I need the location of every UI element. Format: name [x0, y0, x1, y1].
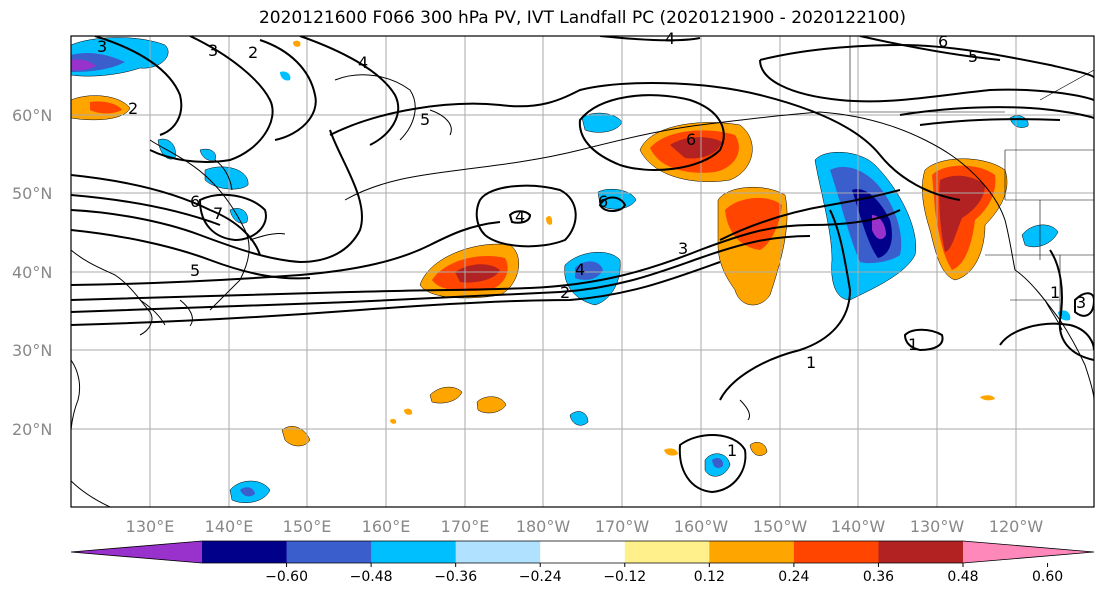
lat-label-50n: 50°N	[12, 184, 52, 203]
latitude-labels: 60°N 50°N 40°N 30°N 20°N	[12, 106, 52, 439]
graticule	[71, 36, 1094, 507]
contour-labels: 3 2 3 2 4 5 6 7 5 4 6 6 3 4 2 1 1 1 5 6 …	[97, 29, 1086, 460]
contour-label: 2	[248, 43, 258, 62]
colorbar-segment	[286, 541, 372, 563]
contour-label: 4	[358, 53, 368, 72]
contour-label: 3	[97, 37, 107, 56]
lon-label: 160°W	[674, 517, 729, 536]
contour-label: 4	[575, 260, 585, 279]
contour-label: 1	[727, 441, 737, 460]
lon-label: 130°W	[910, 517, 965, 536]
colorbar-extend-right	[963, 541, 1094, 563]
lat-label-40n: 40°N	[12, 263, 52, 282]
map-border	[70, 35, 1095, 508]
lon-label: 180°W	[516, 517, 571, 536]
colorbar-tick-label: 0.36	[863, 569, 894, 585]
lat-label-20n: 20°N	[12, 420, 52, 439]
contour-label: 2	[560, 283, 570, 302]
colorbar-tick-label: −0.24	[519, 569, 562, 585]
contour-label: 4	[665, 29, 675, 48]
contour-label: 1	[806, 353, 816, 372]
coastlines	[71, 74, 1094, 507]
shaded-anomalies	[71, 37, 1071, 503]
contour-label: 6	[190, 192, 200, 211]
lon-label: 160°E	[362, 517, 411, 536]
colorbar-outline	[70, 540, 1095, 564]
pv-contours	[71, 36, 1094, 494]
lon-label: 140°W	[831, 517, 886, 536]
lon-label: 130°E	[126, 517, 175, 536]
contour-label: 6	[598, 192, 608, 211]
colorbar-tick-label: −0.60	[265, 569, 308, 585]
contour-label: 7	[213, 204, 223, 223]
lon-label: 150°E	[283, 517, 332, 536]
lon-label: 150°W	[753, 517, 808, 536]
colorbar-segment	[878, 541, 964, 563]
contour-label: 3	[208, 41, 218, 60]
colorbar-tick-label: −0.12	[603, 569, 646, 585]
colorbar: −0.60 −0.48 −0.36 −0.24 −0.12 0.12 0.24 0.36 0.4…	[70, 540, 1095, 585]
colorbar-segment	[624, 541, 710, 563]
colorbar-segment	[202, 541, 288, 563]
colorbar-segment	[455, 541, 541, 563]
map-title: 2020121600 F066 300 hPa PV, IVT Landfall…	[258, 8, 906, 28]
colorbar-segment	[540, 541, 626, 563]
lon-label: 140°E	[205, 517, 254, 536]
colorbar-segment	[793, 541, 879, 563]
contour-label: 1	[908, 335, 918, 354]
contour-label: 5	[420, 110, 430, 129]
contour-label: 5	[190, 261, 200, 280]
contour-label: 1	[1050, 283, 1060, 302]
longitude-labels: 130°E 140°E 150°E 160°E 170°E 180°W 170°…	[126, 517, 1044, 536]
contour-label: 5	[968, 47, 978, 66]
colorbar-segment	[709, 541, 795, 563]
colorbar-tick-label: 0.12	[694, 569, 725, 585]
contour-label: 3	[1076, 293, 1086, 312]
colorbar-tick-label: 0.60	[1032, 569, 1063, 585]
lat-label-30n: 30°N	[12, 341, 52, 360]
colorbar-tick-label: −0.36	[434, 569, 477, 585]
lat-label-60n: 60°N	[12, 106, 52, 125]
colorbar-tick-label: −0.48	[350, 569, 393, 585]
lon-label: 120°W	[989, 517, 1044, 536]
colorbar-extend-left	[71, 541, 202, 563]
contour-label: 3	[678, 239, 688, 258]
lon-label: 170°E	[441, 517, 490, 536]
lon-label: 170°W	[595, 517, 650, 536]
colorbar-tick-label: 0.24	[778, 569, 809, 585]
colorbar-segment	[371, 541, 457, 563]
contour-label: 2	[128, 99, 138, 118]
colorbar-tick-label: 0.48	[947, 569, 978, 585]
contour-label: 6	[938, 32, 948, 51]
contour-label: 6	[686, 130, 696, 149]
contour-label: 4	[515, 207, 525, 226]
